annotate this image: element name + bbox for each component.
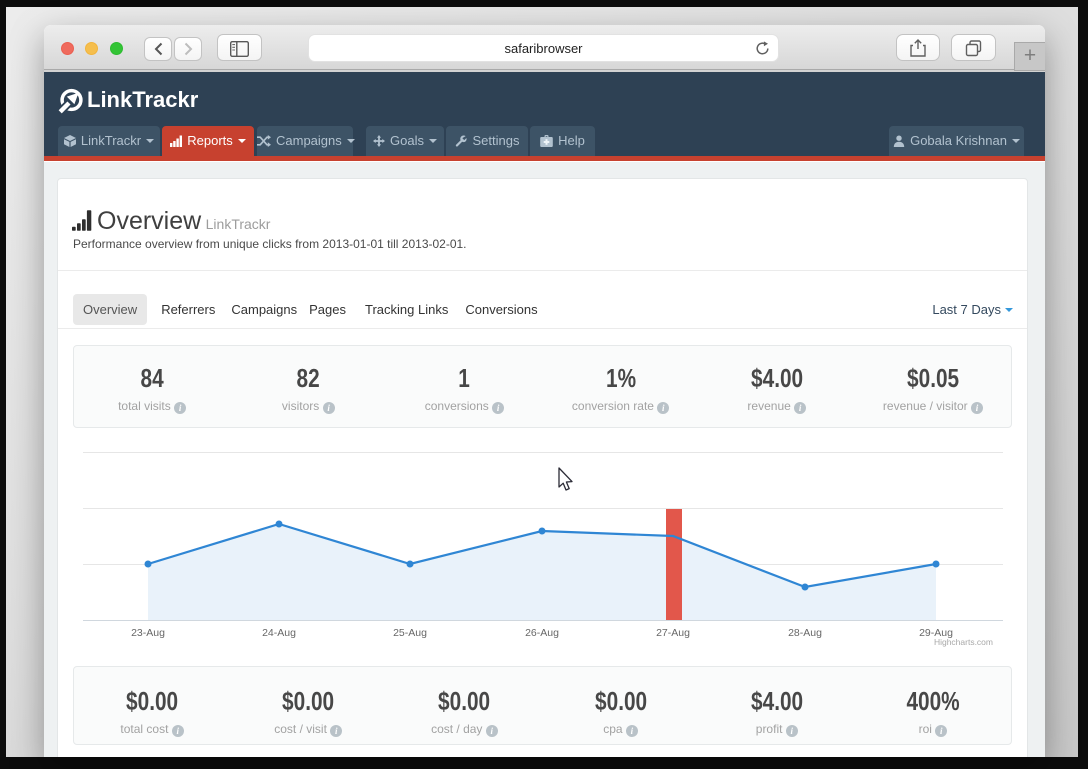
svg-text:24-Aug: 24-Aug bbox=[262, 627, 296, 639]
svg-text:Highcharts.com: Highcharts.com bbox=[934, 637, 993, 647]
svg-text:26-Aug: 26-Aug bbox=[525, 627, 559, 639]
svg-text:23-Aug: 23-Aug bbox=[131, 627, 165, 639]
svg-text:25-Aug: 25-Aug bbox=[393, 627, 427, 639]
svg-text:28-Aug: 28-Aug bbox=[788, 627, 822, 639]
svg-text:29-Aug: 29-Aug bbox=[919, 627, 953, 639]
svg-text:27-Aug: 27-Aug bbox=[656, 627, 690, 639]
